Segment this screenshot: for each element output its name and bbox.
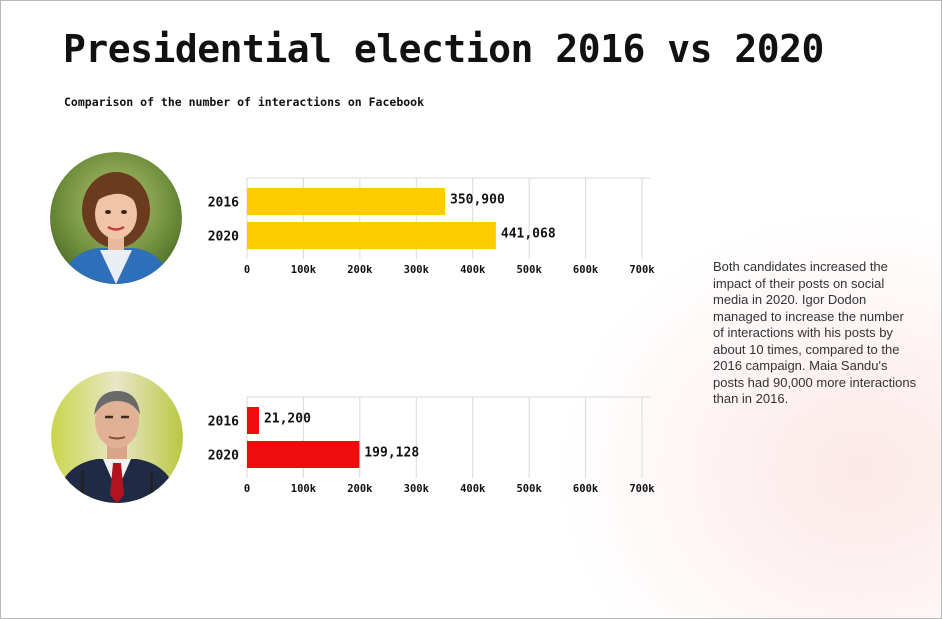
x-tick-label: 500k: [516, 264, 542, 276]
x-tick-label: 400k: [460, 483, 486, 495]
candidate-portrait-man: [51, 371, 183, 503]
category-label: 2016: [208, 415, 239, 430]
x-tick-label: 600k: [573, 483, 599, 495]
x-tick-label: 100k: [291, 264, 317, 276]
category-label: 2016: [208, 196, 239, 211]
bar-2020: [247, 441, 360, 468]
x-tick-label: 700k: [629, 483, 655, 495]
x-tick-label: 400k: [460, 264, 486, 276]
bar-2020: [247, 222, 496, 249]
x-tick-label: 600k: [573, 264, 599, 276]
bar-2016: [247, 188, 446, 215]
x-tick-label: 500k: [516, 483, 542, 495]
page-title: Presidential election 2016 vs 2020: [63, 27, 824, 71]
value-label: 199,128: [364, 446, 419, 461]
x-tick-label: 200k: [347, 264, 373, 276]
summary-note: Both candidates increased the impact of …: [713, 259, 917, 406]
category-label: 2020: [208, 230, 239, 245]
x-tick-label: 200k: [347, 483, 373, 495]
x-tick-label: 300k: [404, 264, 430, 276]
value-label: 441,068: [501, 227, 556, 242]
category-label: 2020: [208, 449, 239, 464]
x-tick-label: 0: [244, 483, 250, 495]
bar-chart-woman-candidate: 0 100k 200k 300k 400k 500k 600k 700k 2016 350,900…: [208, 177, 655, 276]
candidate-portrait-woman: [50, 152, 182, 284]
bar-chart-man-candidate: 0 100k 200k 300k 400k 500k 600k 700k 2016 21,200 2…: [208, 396, 655, 495]
value-label: 21,200: [264, 412, 311, 427]
x-tick-label: 100k: [291, 483, 317, 495]
subtitle: Comparison of the number of interactions…: [64, 95, 425, 109]
x-tick-label: 300k: [404, 483, 430, 495]
x-tick-label: 0: [244, 264, 250, 276]
bar-2016: [247, 407, 259, 434]
x-tick-label: 700k: [629, 264, 655, 276]
value-label: 350,900: [450, 193, 505, 208]
